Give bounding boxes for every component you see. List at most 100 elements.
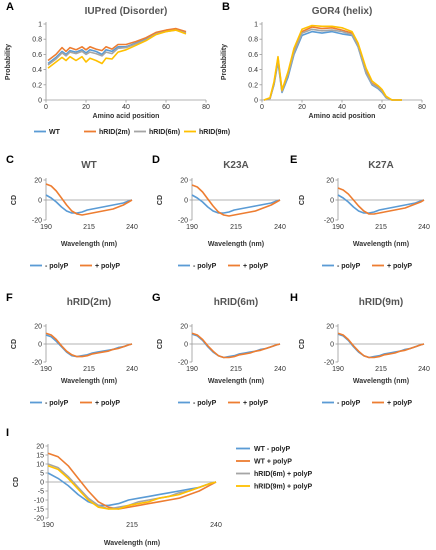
panel-d-legend-label-polyp: + polyP <box>243 263 268 270</box>
panel-d-x-axis-label: Wavelength (nm) <box>208 241 264 248</box>
panel-c-label: C <box>6 154 14 166</box>
panel-h-series-polyp-line <box>337 332 425 359</box>
panel-i-x-tick-label: 215 <box>126 522 138 529</box>
panel-b-y-tick-label: 0.2 <box>248 82 258 89</box>
panel-h-x-tick-label: 215 <box>375 366 387 373</box>
panel-f-y-tick-label: -20 <box>32 360 42 367</box>
panel-f-y-tick-label: 20 <box>34 324 42 331</box>
panel-i-legend-label-wt-polyp: WT - polyP <box>254 446 290 453</box>
panel-h-label: H <box>290 292 298 304</box>
panel-b-x-tick-label: 0 <box>260 104 264 111</box>
panel-i-label: I <box>6 427 9 439</box>
panel-i-series-hrid-6m-polyp-line <box>47 463 217 510</box>
panel-c-title: WT <box>81 160 97 171</box>
panel-h-y-tick-label: 20 <box>326 324 334 331</box>
panel-c-legend-label-polyp: - polyP <box>45 263 69 270</box>
panel-b-y-tick-label: 0.6 <box>248 52 258 59</box>
panel-i-series-wt-polyp-line <box>47 452 217 510</box>
panel-a-title: IUPred (Disorder) <box>85 6 168 17</box>
panel-d-label: D <box>152 154 160 166</box>
panel-a-x-tick-label: 0 <box>44 104 48 111</box>
panel-h-series-polyp-line <box>337 333 425 359</box>
panel-e-x-tick-label: 190 <box>332 224 344 231</box>
panel-i-series-hrid-9m-polyp-line <box>47 465 217 510</box>
panel-a-y-tick-label: 0.4 <box>32 67 42 74</box>
panel-b-y-tick-label: 0 <box>254 98 258 105</box>
panel-h-legend-label-polyp: - polyP <box>337 400 361 407</box>
panel-b-y-axis-label: Probability <box>221 44 228 80</box>
panel-e-y-tick-label: -20 <box>324 218 334 225</box>
panel-d-x-tick-label: 190 <box>186 224 198 231</box>
panel-a-series-hrid-2m-line <box>47 27 187 62</box>
panel-g-series-polyp-line <box>191 332 281 359</box>
panel-i-y-tick-label: -5 <box>38 489 44 496</box>
panel-c-y-tick-label: 20 <box>34 178 42 185</box>
panel-e-y-tick-label: 20 <box>326 178 334 185</box>
panel-i-x-tick-label: 240 <box>210 522 222 529</box>
panel-a-label: A <box>6 1 14 13</box>
panel-a-legend-label-hrid-6m: hRID(6m) <box>149 129 180 136</box>
panel-a-legend-label-hrid-2m: hRID(2m) <box>99 129 130 136</box>
panel-g-label: G <box>152 292 161 304</box>
panel-g-y-tick-label: 0 <box>184 342 188 349</box>
panel-a-y-axis-label: Probability <box>5 44 12 80</box>
panel-a-y-tick-label: 0.8 <box>32 37 42 44</box>
panel-e-series-polyp-line <box>337 194 425 214</box>
panel-f-legend-label-polyp: - polyP <box>45 400 69 407</box>
panel-c-x-axis-label: Wavelength (nm) <box>61 241 117 248</box>
panel-i-x-axis-label: Wavelength (nm) <box>104 540 160 547</box>
panel-d-x-tick-label: 240 <box>274 224 286 231</box>
panel-i-x-tick-label: 190 <box>42 522 54 529</box>
panel-b-y-tick-label: 0.4 <box>248 67 258 74</box>
panel-c-legend-label-polyp: + polyP <box>95 263 120 270</box>
panel-g-title: hRID(6m) <box>214 297 258 308</box>
panel-g-y-tick-label: -20 <box>178 360 188 367</box>
panel-c-x-tick-label: 240 <box>126 224 138 231</box>
panel-i-y-tick-label: -15 <box>34 507 44 514</box>
panel-h-x-tick-label: 190 <box>332 366 344 373</box>
panel-i-y-tick-label: 10 <box>36 462 44 469</box>
panel-d-x-tick-label: 215 <box>230 224 242 231</box>
panel-b-label: B <box>222 1 230 13</box>
panel-e-x-axis-label: Wavelength (nm) <box>353 241 409 248</box>
panel-d-legend-label-polyp: - polyP <box>193 263 217 270</box>
panel-d-series-polyp-line <box>191 194 281 214</box>
panel-a-y-tick-label: 0.2 <box>32 82 42 89</box>
panel-b-x-tick-label: 60 <box>378 104 386 111</box>
panel-e-x-tick-label: 240 <box>418 224 430 231</box>
panel-d-y-tick-label: 20 <box>180 178 188 185</box>
panel-f-series-polyp-line <box>45 334 133 358</box>
panel-g-x-tick-label: 240 <box>274 366 286 373</box>
panel-b-x-axis-label: Amino acid position <box>309 113 376 120</box>
panel-f-x-tick-label: 240 <box>126 366 138 373</box>
panel-g-series-polyp-line <box>191 333 281 359</box>
panel-a-legend-label-wt: WT <box>49 129 61 136</box>
panel-f-legend-label-polyp: + polyP <box>95 400 120 407</box>
panel-a-x-tick-label: 40 <box>122 104 130 111</box>
panel-f-x-tick-label: 190 <box>40 366 52 373</box>
panel-d-y-axis-label: CD <box>157 195 164 205</box>
panel-b-y-tick-label: 0.8 <box>248 37 258 44</box>
panel-e-legend-label-polyp: + polyP <box>387 263 412 270</box>
panel-c-y-tick-label: -20 <box>32 218 42 225</box>
panel-g-x-tick-label: 190 <box>186 366 198 373</box>
panel-h-title: hRID(9m) <box>359 297 403 308</box>
panel-h-y-tick-label: 0 <box>330 342 334 349</box>
panel-e-series-polyp-line <box>337 187 425 215</box>
panel-f-y-tick-label: 0 <box>38 342 42 349</box>
panel-i-y-axis-label: CD <box>13 477 20 487</box>
panel-a-x-tick-label: 80 <box>202 104 210 111</box>
panel-d-title: K23A <box>223 160 249 171</box>
panel-i-y-tick-label: 15 <box>36 453 44 460</box>
panel-a-y-tick-label: 0.6 <box>32 52 42 59</box>
panel-d-y-tick-label: 0 <box>184 198 188 205</box>
panel-a-x-tick-label: 20 <box>82 104 90 111</box>
panel-d-y-tick-label: -20 <box>178 218 188 225</box>
panel-g-legend-label-polyp: + polyP <box>243 400 268 407</box>
panel-e-legend-label-polyp: - polyP <box>337 263 361 270</box>
panel-c-series-polyp-line <box>45 183 133 216</box>
panel-c-series-polyp-line <box>45 194 133 214</box>
panel-h-y-tick-label: -20 <box>324 360 334 367</box>
panel-e-x-tick-label: 215 <box>375 224 387 231</box>
